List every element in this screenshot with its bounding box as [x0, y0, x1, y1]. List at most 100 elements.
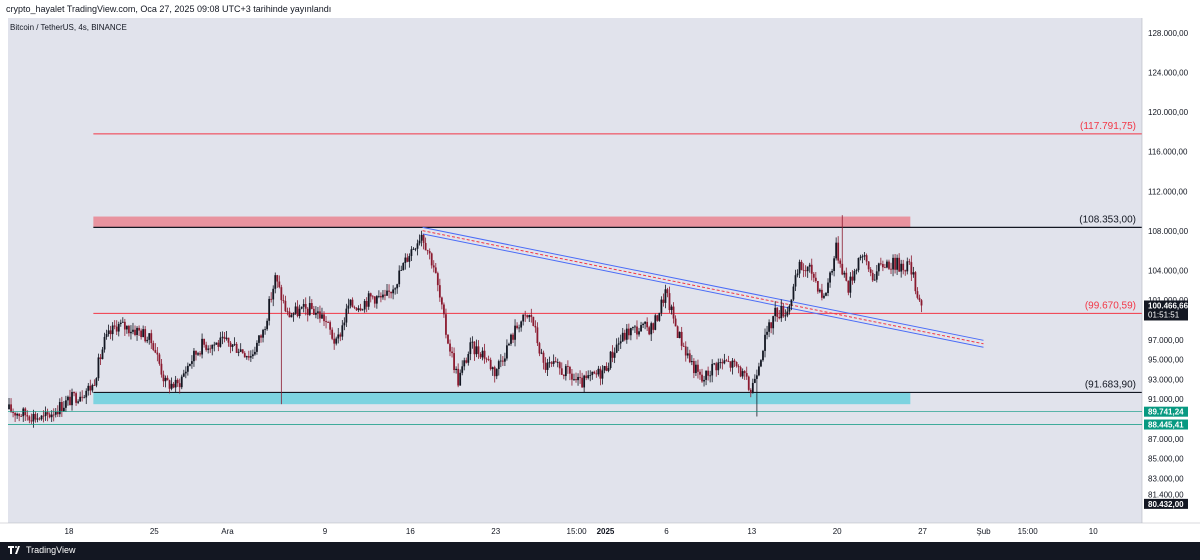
candle-body: [886, 261, 888, 268]
candle-body: [636, 326, 638, 335]
candle-body: [863, 255, 866, 257]
time-axis[interactable]: 18 25 Ara 9 16 23 15:00 2025 6 13 20 27 Şub 15:00 10: [0, 522, 1200, 536]
price-marker-label: 100.466,66: [1148, 301, 1189, 310]
candle-body: [727, 361, 730, 363]
candle-body: [388, 290, 390, 292]
candle-body: [896, 257, 899, 270]
candle-body: [386, 290, 388, 296]
candle-body: [853, 271, 856, 281]
candle-body: [455, 368, 458, 371]
candle-body: [508, 343, 510, 346]
candle-body: [400, 270, 403, 271]
trend-channel-upper[interactable]: [422, 226, 984, 341]
candle-body: [286, 311, 289, 313]
candle-body: [597, 368, 600, 375]
candle-body: [77, 401, 80, 403]
candle-body: [678, 331, 681, 338]
candle-body: [426, 250, 429, 252]
candle-body: [585, 375, 588, 379]
candle-body: [371, 296, 374, 298]
candle-body: [601, 370, 604, 379]
candle-body: [818, 289, 821, 292]
candle-body: [239, 349, 242, 352]
candle-body: [812, 273, 815, 278]
candle-body: [699, 371, 701, 375]
candle-body: [138, 327, 140, 331]
chart-svg[interactable]: (117.791,75) (108.353,00) (99.670,59) (91.6…: [0, 18, 1200, 542]
candle-body: [284, 300, 287, 312]
support-zone: [93, 392, 911, 405]
candle-body: [65, 400, 67, 408]
candle-body: [627, 328, 630, 336]
price-axis-label: 93.000,00: [1148, 375, 1184, 384]
candle-body: [209, 348, 212, 350]
price-axis-label: 128.000,00: [1148, 29, 1189, 38]
candle-body: [705, 370, 707, 380]
candle-body: [697, 364, 699, 372]
candle-body: [314, 312, 317, 315]
brand[interactable]: TradingView: [8, 545, 76, 555]
candle-body: [477, 346, 480, 354]
candle-body: [117, 324, 120, 332]
candle-body: [491, 367, 494, 370]
candle-body: [463, 360, 466, 367]
candle-body: [723, 360, 726, 364]
candle-body: [581, 377, 584, 388]
candle-body: [22, 408, 25, 417]
price-marker[interactable]: [1144, 300, 1188, 321]
candle-body: [512, 334, 514, 340]
candle-body: [644, 321, 647, 324]
candle-body: [776, 307, 779, 317]
price-chart[interactable]: (117.791,75) (108.353,00) (99.670,59) (91.6…: [0, 18, 1200, 542]
candle-body: [475, 346, 478, 355]
candle-body: [319, 311, 321, 319]
candle-body: [365, 300, 368, 307]
level-label: (117.791,75): [1080, 121, 1136, 132]
candle-body: [235, 343, 238, 353]
candle-body: [605, 366, 608, 371]
candle-body: [339, 334, 342, 337]
candle-body: [32, 413, 35, 422]
candle-body: [186, 365, 189, 372]
level-label: (99.670,59): [1085, 300, 1136, 311]
candle-body: [692, 361, 695, 374]
candle-body: [857, 258, 860, 271]
candle-body: [89, 385, 92, 391]
candle-body: [835, 242, 838, 259]
candle-body: [802, 269, 805, 271]
candle-body: [412, 248, 415, 250]
candle-body: [890, 268, 892, 270]
candle-body: [278, 281, 281, 288]
price-marker[interactable]: [1144, 498, 1188, 509]
candle-body: [845, 272, 848, 281]
candle-body: [390, 291, 392, 294]
candle-body: [195, 350, 197, 355]
candle-body: [827, 282, 829, 293]
candle-body: [766, 331, 768, 335]
candle-body: [158, 354, 161, 364]
price-axis-label: 97.000,00: [1148, 336, 1184, 345]
candle-body: [715, 363, 718, 371]
candle-body: [404, 257, 407, 264]
trend-channel-lower[interactable]: [422, 233, 984, 348]
candle-body: [40, 415, 43, 420]
candle-body: [717, 362, 720, 371]
candle-body: [676, 326, 679, 338]
trendline-layer: [422, 226, 984, 348]
price-marker[interactable]: [1144, 406, 1188, 417]
candle-body: [377, 295, 380, 297]
candle-body: [266, 320, 269, 330]
candle-body: [829, 272, 831, 283]
candle-body: [443, 304, 445, 315]
candle-body: [58, 402, 61, 415]
candle-body: [282, 300, 285, 301]
candle-body: [56, 411, 59, 415]
candle-body: [229, 342, 232, 347]
candle-body: [762, 350, 764, 361]
candle-body: [199, 353, 201, 355]
time-axis-label: 2025: [597, 527, 615, 536]
price-marker[interactable]: [1144, 419, 1188, 430]
candle-body: [290, 315, 293, 318]
candle-body: [483, 350, 486, 359]
